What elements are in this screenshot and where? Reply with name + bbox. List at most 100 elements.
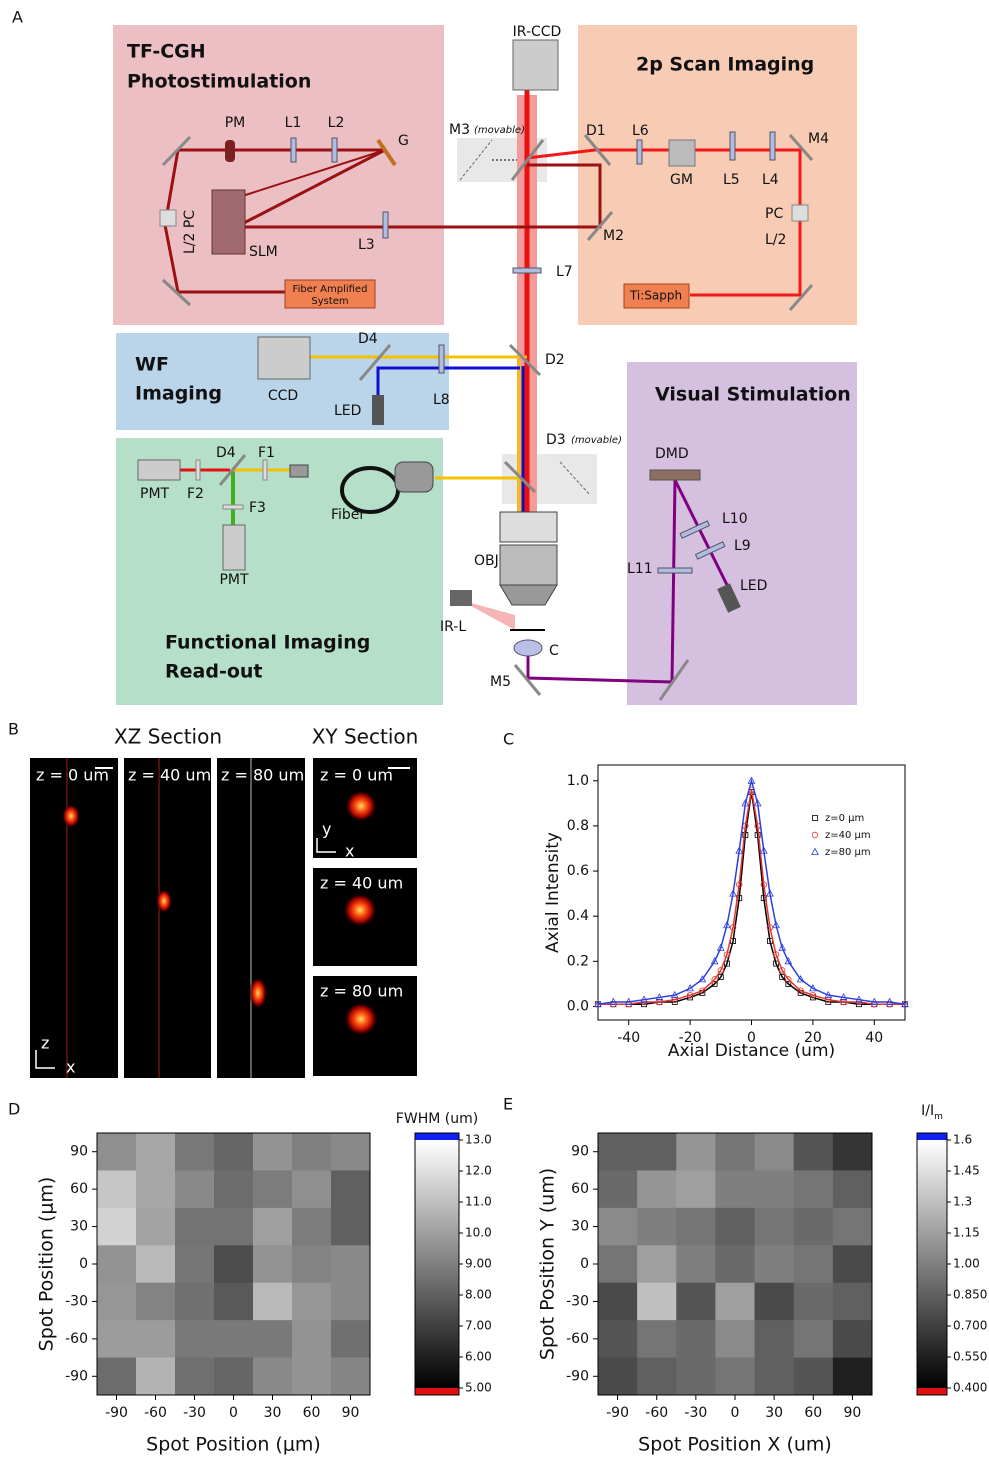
heat-cell [175,1282,215,1321]
component-label: M4 [808,131,829,147]
component-label: Ti:Sapph [629,289,682,303]
component-label: IR-CCD PM L1 L2 G M3 (movable) D1 L6 GM … [140,24,829,690]
optical-diagram [526,148,802,297]
heat-cell [253,1357,293,1396]
colorbar-title: FWHM (um) [396,1111,478,1127]
component-label: F1 [258,445,275,461]
colorbar-tick-label: 1.15 [953,1226,980,1240]
legend-label: z=80 μm [825,847,871,858]
marker [812,815,818,821]
optical-diagram [225,140,235,162]
colorbar-tick-label: 0.550 [953,1350,987,1364]
heat-cell [97,1320,137,1359]
x-tick-label: -60 [645,1405,668,1421]
colorbar-tick-label: 13.0 [465,1133,492,1147]
diagram-title: WF [135,354,169,376]
y-tick-label: 30 [571,1219,589,1235]
marker [699,987,706,994]
component-label: M2 [603,228,624,244]
optical-diagram [450,590,472,606]
heat-cell [253,1282,293,1321]
component-label: D4 [358,331,378,347]
heat-cell [676,1245,716,1284]
heat-cell [97,1207,137,1246]
component-label: D2 [545,352,565,368]
heat-cell [331,1320,371,1359]
marker [870,997,879,1005]
marker [797,987,804,994]
heat-cell [637,1170,677,1209]
marker [785,976,792,983]
y-axis-title: Spot Position Y (um) [537,1168,559,1360]
marker [686,991,694,999]
heat-cell [175,1357,215,1396]
optical-diagram [657,567,693,574]
component-label: D1 [586,123,606,139]
panel-label: B [8,720,19,739]
y-tick-label: -90 [566,1368,589,1384]
marker [723,920,731,929]
colorbar-tick-label: 1.45 [953,1164,980,1178]
microscopy-images [343,893,377,927]
component-label: M5 [490,674,511,690]
y-tick-label: 0 [79,1256,88,1272]
component-label: PMT [140,486,170,502]
microscopy-images: z [41,1034,49,1053]
microscopy-images: z = 40 um [128,766,211,785]
optical-diagram [116,438,443,705]
heat-cell [793,1357,834,1396]
optical-diagram [211,189,246,255]
microscopy-images: z = 80 um [320,982,403,1001]
colorbar-tick-label: 9.00 [465,1257,492,1271]
heat-cell [676,1320,716,1359]
heat-cell [136,1207,176,1246]
colorbar-tick-label: 1.6 [953,1133,972,1147]
optical-diagram [636,139,643,165]
panel-label: D [8,1100,20,1119]
y-tick-label: 90 [571,1144,589,1160]
heat-cell [214,1207,254,1246]
component-label: Fiber Amplified [293,284,368,295]
heat-cell [97,1133,137,1171]
component-label: DMD [655,446,689,462]
optical-diagram [159,209,177,227]
heat-cell [331,1207,371,1246]
heat-cell [754,1245,795,1284]
marker [711,976,718,983]
heat-cell [715,1133,756,1171]
marker [772,920,780,929]
heat-cell [214,1133,254,1171]
y-tick-label: 0.4 [567,908,589,924]
x-tick-label: 0 [229,1405,238,1421]
microscopy-images [156,889,172,913]
heat-cell [715,1282,756,1321]
colorbar-over [415,1133,459,1140]
panel-label: C [503,730,514,749]
marker [724,960,730,967]
optical-diagram [513,664,542,696]
marker [772,951,780,958]
heat-cell [175,1133,215,1171]
heat-cell [214,1320,254,1359]
heat-cell [637,1320,677,1359]
marker [741,799,750,807]
marker [711,980,718,987]
heat-cell [136,1320,176,1359]
heat-cell [292,1133,332,1171]
colorbar-title-text: I/I [921,1103,934,1119]
marker [594,999,602,1008]
marker [825,996,832,1003]
marker [670,990,679,999]
marker [729,889,737,897]
component-label: L2 [328,115,345,131]
y-axis-title: Axial Intensity [543,832,563,953]
heat-cell [715,1207,756,1246]
x-tick-label: 60 [804,1405,822,1421]
marker [655,993,664,1001]
heat-cell [637,1133,677,1171]
y-tick-label: 0 [580,1256,589,1272]
component-label: L5 [723,172,740,188]
heat-cell [754,1357,795,1396]
component-label: IR-CCD [513,24,562,40]
